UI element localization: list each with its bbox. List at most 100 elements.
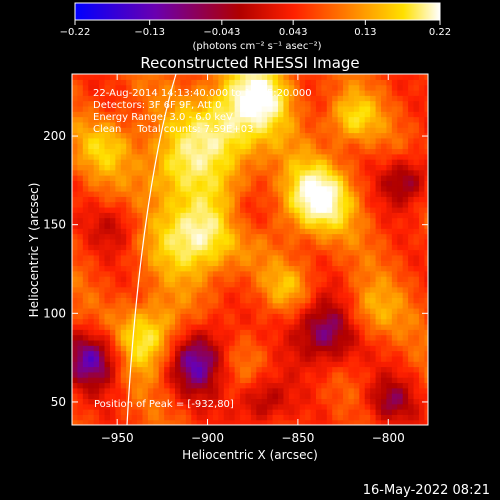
heatmap-cell [109,308,116,314]
heatmap-cell [267,393,274,400]
heatmap-cell [332,361,339,368]
heatmap-cell [120,387,127,394]
heatmap-cell [348,345,355,352]
heatmap-cell [364,228,371,235]
heatmap-cell [256,292,263,298]
heatmap-cell [202,414,209,421]
heatmap-cell [175,270,182,277]
heatmap-cell [185,79,192,86]
heatmap-cell [164,95,171,102]
heatmap-cell [147,297,154,304]
heatmap-cell [229,127,236,134]
heatmap-cell [402,169,409,176]
heatmap-cell [131,265,138,272]
heatmap-cell [413,222,420,229]
heatmap-cell [343,281,350,288]
heatmap-cell [299,270,306,277]
heatmap-cell [353,222,360,229]
heatmap-cell [93,89,100,96]
heatmap-cell [283,329,290,336]
heatmap-cell [88,313,95,320]
heatmap-cell [202,270,209,277]
heatmap-cell [93,345,100,352]
heatmap-cell [72,201,79,208]
heatmap-cell [218,339,225,346]
heatmap-cell [99,196,106,203]
heatmap-cell [397,153,404,160]
heatmap-cell [223,116,230,123]
heatmap-cell [278,121,285,128]
heatmap-cell [424,254,428,261]
heatmap-cell [175,286,182,293]
heatmap-cell [321,169,328,176]
heatmap-cell [343,313,350,320]
heatmap-cell [229,201,236,208]
heatmap-cell [131,196,138,203]
heatmap-cell [267,127,274,134]
heatmap-cell [72,276,79,283]
heatmap-cell [142,318,149,325]
heatmap-cell [364,143,371,150]
heatmap-cell [88,84,95,91]
heatmap-cell [359,84,366,91]
heatmap-cell [391,143,398,150]
heatmap-cell [261,180,268,187]
heatmap-cell [223,350,230,357]
heatmap-cell [424,206,428,213]
heatmap-cell [147,175,154,181]
heatmap-cell [223,100,230,107]
heatmap-cell [120,286,127,293]
heatmap-cell [142,350,149,357]
heatmap-cell [278,84,285,91]
heatmap-cell [191,276,198,283]
heatmap-cell [278,313,285,320]
heatmap-cell [370,254,377,261]
footer-timestamp: 16-May-2022 08:21 [363,483,490,498]
heatmap-cell [93,350,100,357]
heatmap-cell [142,308,149,314]
heatmap-cell [424,74,428,80]
heatmap-cell [88,377,95,384]
heatmap-cell [120,212,127,219]
heatmap-cell [370,403,377,410]
heatmap-cell [332,111,339,118]
heatmap-cell [240,244,247,251]
heatmap-cell [137,270,144,277]
heatmap-cell [245,217,252,224]
heatmap-cell [391,345,398,352]
heatmap-cell [169,377,176,384]
heatmap-cell [169,403,176,410]
heatmap-cell [250,153,257,160]
heatmap-cell [250,169,257,176]
heatmap-cell [381,329,388,336]
heatmap-cell [321,217,328,224]
heatmap-cell [82,84,89,91]
heatmap-cell [126,244,133,251]
heatmap-cell [202,281,209,288]
heatmap-cell [240,393,247,400]
heatmap-cell [381,409,388,415]
heatmap-cell [294,74,301,80]
heatmap-cell [164,175,171,181]
heatmap-cell [196,148,203,155]
heatmap-cell [180,350,187,357]
heatmap-cell [381,196,388,203]
heatmap-cell [402,350,409,357]
heatmap-cell [348,361,355,368]
heatmap-cell [77,393,84,400]
heatmap-cell [391,377,398,384]
heatmap-cell [348,409,355,415]
heatmap-cell [240,377,247,384]
heatmap-cell [115,329,122,336]
heatmap-cell [142,419,149,425]
heatmap-cell [326,185,333,192]
heatmap-cell [299,313,306,320]
heatmap-cell [326,105,333,112]
heatmap-cell [126,153,133,160]
heatmap-cell [109,74,116,80]
heatmap-cell [278,164,285,171]
heatmap-cell [158,254,165,261]
heatmap-cell [240,323,247,330]
heatmap-cell [120,79,127,86]
heatmap-cell [288,175,295,181]
